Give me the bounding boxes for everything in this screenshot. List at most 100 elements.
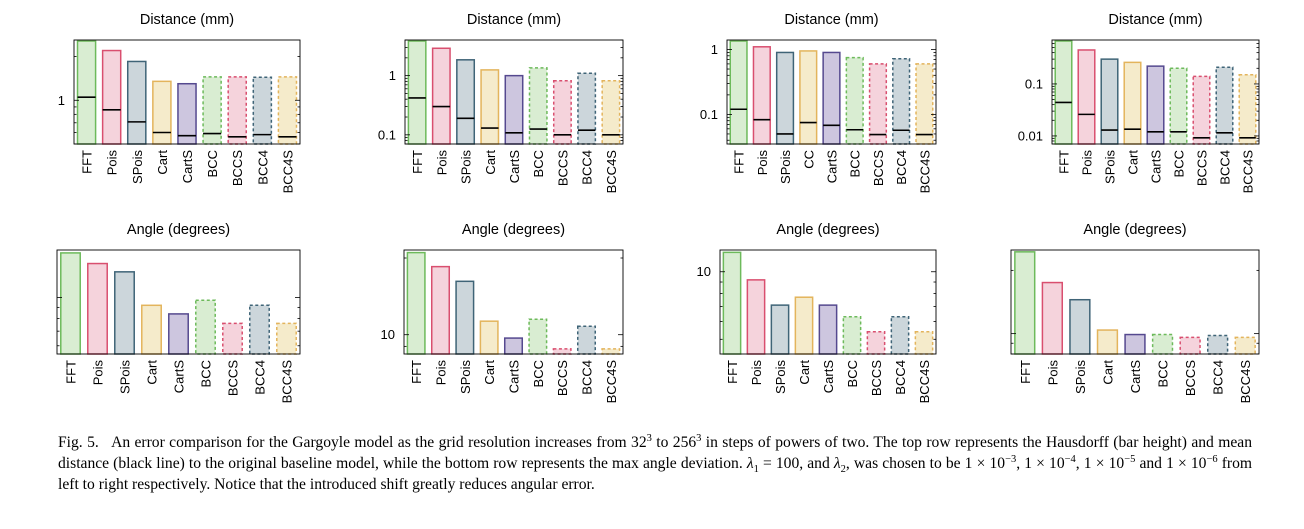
category-label: CartS <box>180 150 195 184</box>
bar-FFT <box>729 40 748 145</box>
figure-panels: Distance (mm) FFT Pois SPois Cart CartS BCC BCC… <box>56 12 1260 404</box>
chart-title: Distance (mm) <box>140 12 234 28</box>
caption-v1-exp: −3 <box>1005 453 1017 465</box>
caption-v1: 1 × 10 <box>964 455 1006 472</box>
y-tick-label: 1 <box>58 93 65 108</box>
category-label: SPois <box>1103 150 1118 184</box>
category-label: BCC4S <box>604 150 619 194</box>
category-label: FFT <box>725 360 740 384</box>
category-label: CartS <box>1149 150 1164 184</box>
category-label: CartS <box>1128 360 1143 394</box>
bar-Cart <box>1123 61 1142 145</box>
category-label: BCC4S <box>1238 360 1253 404</box>
chart-panel-top-2: Distance (mm) FFT Pois SPois Cart CartS BCC BCC… <box>378 12 624 194</box>
figure-caption: Fig. 5. An error comparison for the Garg… <box>58 432 1253 493</box>
y-tick-label: 1 <box>711 42 718 57</box>
caption-v4-exp: −6 <box>1206 453 1218 465</box>
caption-and2: and <box>1135 455 1167 472</box>
category-label: SPois <box>773 360 788 394</box>
bar-CartS <box>503 337 524 355</box>
category-label: Pois <box>1080 150 1095 176</box>
category-label: Cart <box>155 150 170 175</box>
bar-SPois <box>770 304 790 355</box>
bar-BCC <box>528 318 548 355</box>
category-label: FFT <box>1057 150 1072 174</box>
bar-CartS <box>822 51 841 145</box>
bar-BCC4 <box>249 304 270 355</box>
category-label: FFT <box>732 150 747 174</box>
category-label: BCC4 <box>1218 150 1233 185</box>
bar-Pois <box>1077 49 1096 145</box>
category-label: CartS <box>507 360 522 394</box>
category-label: BCC <box>845 360 860 387</box>
category-label: BCCS <box>869 360 884 396</box>
caption-v2: 1 × 10 <box>1024 455 1065 472</box>
bar-SPois <box>1069 298 1091 355</box>
chart-title: Distance (mm) <box>784 12 878 28</box>
bar-Pois <box>87 262 108 355</box>
bar-BCCS <box>866 331 886 355</box>
category-label: BCCS <box>871 150 886 186</box>
bar-Cart <box>1096 329 1119 355</box>
caption-lambda1-sub: 1 <box>753 464 759 476</box>
bar-Cart <box>152 80 172 145</box>
category-label: BCC4 <box>253 360 268 395</box>
category-label: CC <box>801 150 816 169</box>
bar-BCC <box>195 299 216 355</box>
bar-BCC4S <box>914 331 934 355</box>
bar-BCC4 <box>577 72 597 145</box>
category-label: FFT <box>1018 360 1033 384</box>
category-label: Pois <box>755 150 770 176</box>
bar-Pois <box>746 279 766 355</box>
plot-frame <box>404 39 624 145</box>
bar-BCC4S <box>601 348 621 355</box>
caption-v4: 1 × 10 <box>1166 455 1207 472</box>
category-label: BCC4 <box>580 360 595 395</box>
bar-CartS <box>1124 333 1146 355</box>
caption-and1: , and <box>799 455 834 472</box>
chart-panel-top-1: Distance (mm) FFT Pois SPois Cart CartS BCC BCC… <box>58 12 301 193</box>
chart-title: Angle (degrees) <box>462 222 565 238</box>
category-label: Cart <box>145 360 160 385</box>
bar-BCC4 <box>1206 334 1229 355</box>
bar-BCC4S <box>1238 74 1257 145</box>
bar-Pois <box>430 265 451 355</box>
category-label: Cart <box>797 360 812 385</box>
y-tick-label: 0.01 <box>1018 128 1043 143</box>
category-label: BCC4 <box>255 150 270 185</box>
chart-panel-bottom-1: Angle (degrees) FFT Pois SPois Cart CartS BCC B… <box>56 222 301 403</box>
bar-BCC <box>845 56 864 145</box>
plot-frame <box>56 249 301 355</box>
bar-Pois <box>431 47 451 145</box>
chart-title: Angle (degrees) <box>127 222 230 238</box>
category-label: Pois <box>105 150 120 176</box>
category-label: CartS <box>172 360 187 394</box>
bar-BCC4 <box>576 325 597 355</box>
category-label: BCC4 <box>893 360 908 395</box>
bar-SPois <box>1100 58 1119 145</box>
category-label: CartS <box>825 150 840 184</box>
caption-lambda2: λ <box>833 455 841 472</box>
bar-SPois <box>455 280 475 355</box>
caption-to: to <box>651 434 673 451</box>
caption-label: Fig. 5. <box>58 434 99 451</box>
plot-frame <box>1010 249 1260 355</box>
chart-title: Angle (degrees) <box>1083 222 1186 238</box>
bar-CartS <box>504 74 524 145</box>
category-label: Pois <box>434 360 449 386</box>
category-label: CartS <box>821 360 836 394</box>
category-label: BCCS <box>1195 150 1210 186</box>
plot-frame <box>73 39 301 145</box>
category-label: SPois <box>1073 360 1088 394</box>
category-label: SPois <box>130 150 145 184</box>
category-label: Cart <box>483 150 498 175</box>
category-label: BCCS <box>226 360 241 396</box>
category-label: FFT <box>80 150 95 174</box>
caption-lambda1: λ <box>746 455 754 472</box>
bar-FFT <box>1054 40 1073 145</box>
bar-Cart <box>480 69 500 145</box>
category-label: Cart <box>1100 360 1115 385</box>
bar-FFT <box>76 40 97 145</box>
bar-FFT <box>722 251 742 355</box>
category-label: BCC4S <box>917 360 932 404</box>
